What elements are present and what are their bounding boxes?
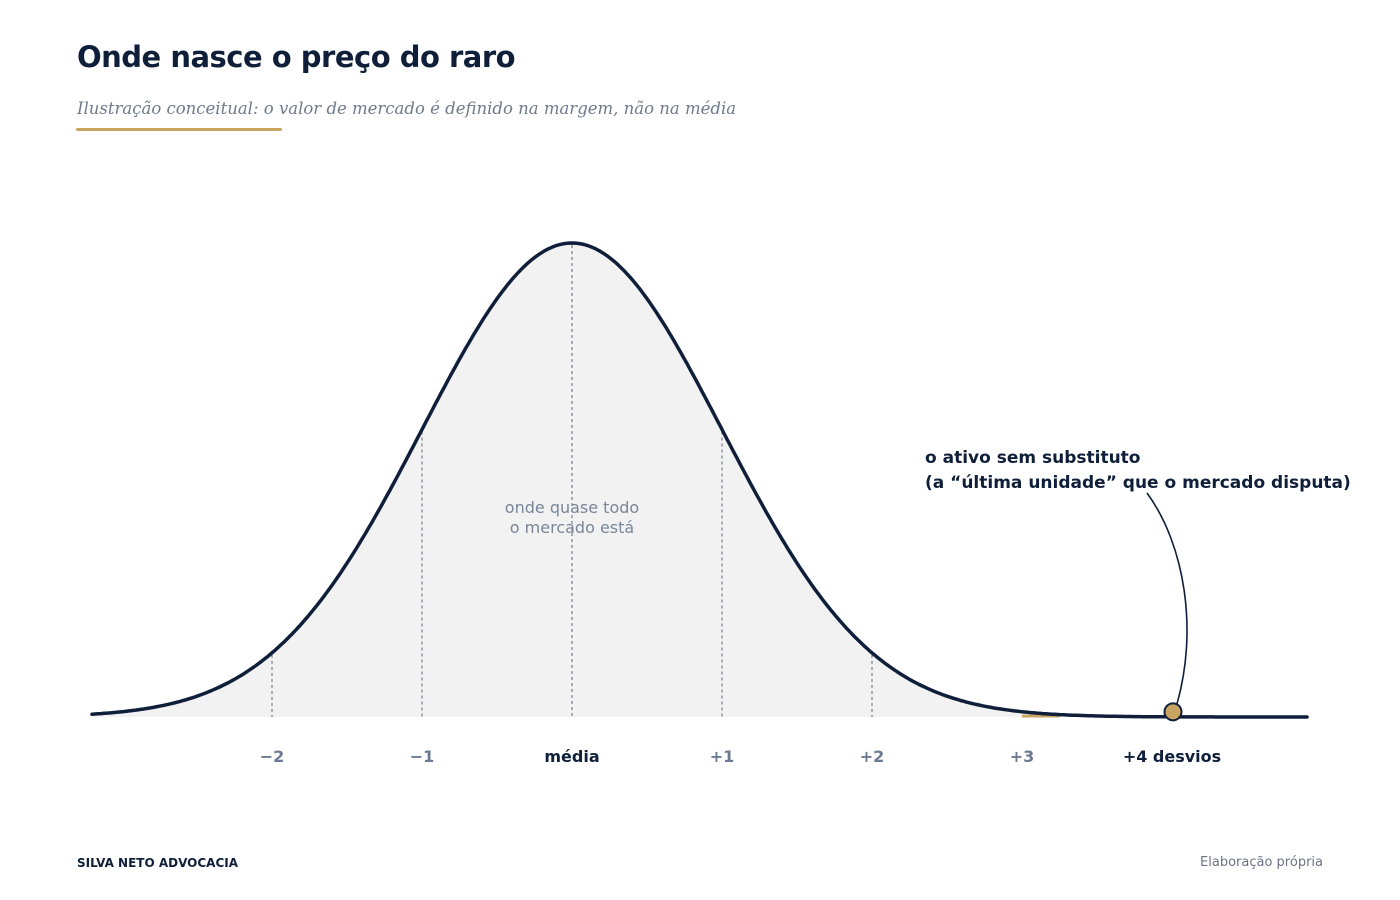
accent-rule xyxy=(76,128,282,131)
page-title: Onde nasce o preço do raro xyxy=(77,40,516,74)
callout-label-line: (a “última unidade” que o mercado disput… xyxy=(925,473,1351,493)
footer-source: Elaboração própria xyxy=(1200,855,1323,870)
footer-brand: SILVA NETO ADVOCACIA xyxy=(77,856,239,870)
page-subtitle: Ilustração conceitual: o valor de mercad… xyxy=(77,99,737,118)
highlight-point-marker xyxy=(1163,702,1183,722)
x-tick-label: −2 xyxy=(260,747,285,766)
callout-leader-line xyxy=(1146,492,1188,705)
center-annotation-line: onde quase todo xyxy=(505,498,639,517)
callout-label-line: o ativo sem substituto xyxy=(925,448,1140,468)
x-tick-label: +2 xyxy=(860,747,885,766)
x-tick-label: +4 desvios xyxy=(1123,747,1221,766)
curve-area-fill xyxy=(92,243,1022,717)
x-tick-label: −1 xyxy=(410,747,435,766)
x-tick-label: média xyxy=(544,747,599,766)
center-annotation-line: o mercado está xyxy=(510,518,634,537)
x-tick-label: +3 xyxy=(1010,747,1035,766)
x-tick-label: +1 xyxy=(710,747,735,766)
distribution-curve xyxy=(90,241,1309,719)
